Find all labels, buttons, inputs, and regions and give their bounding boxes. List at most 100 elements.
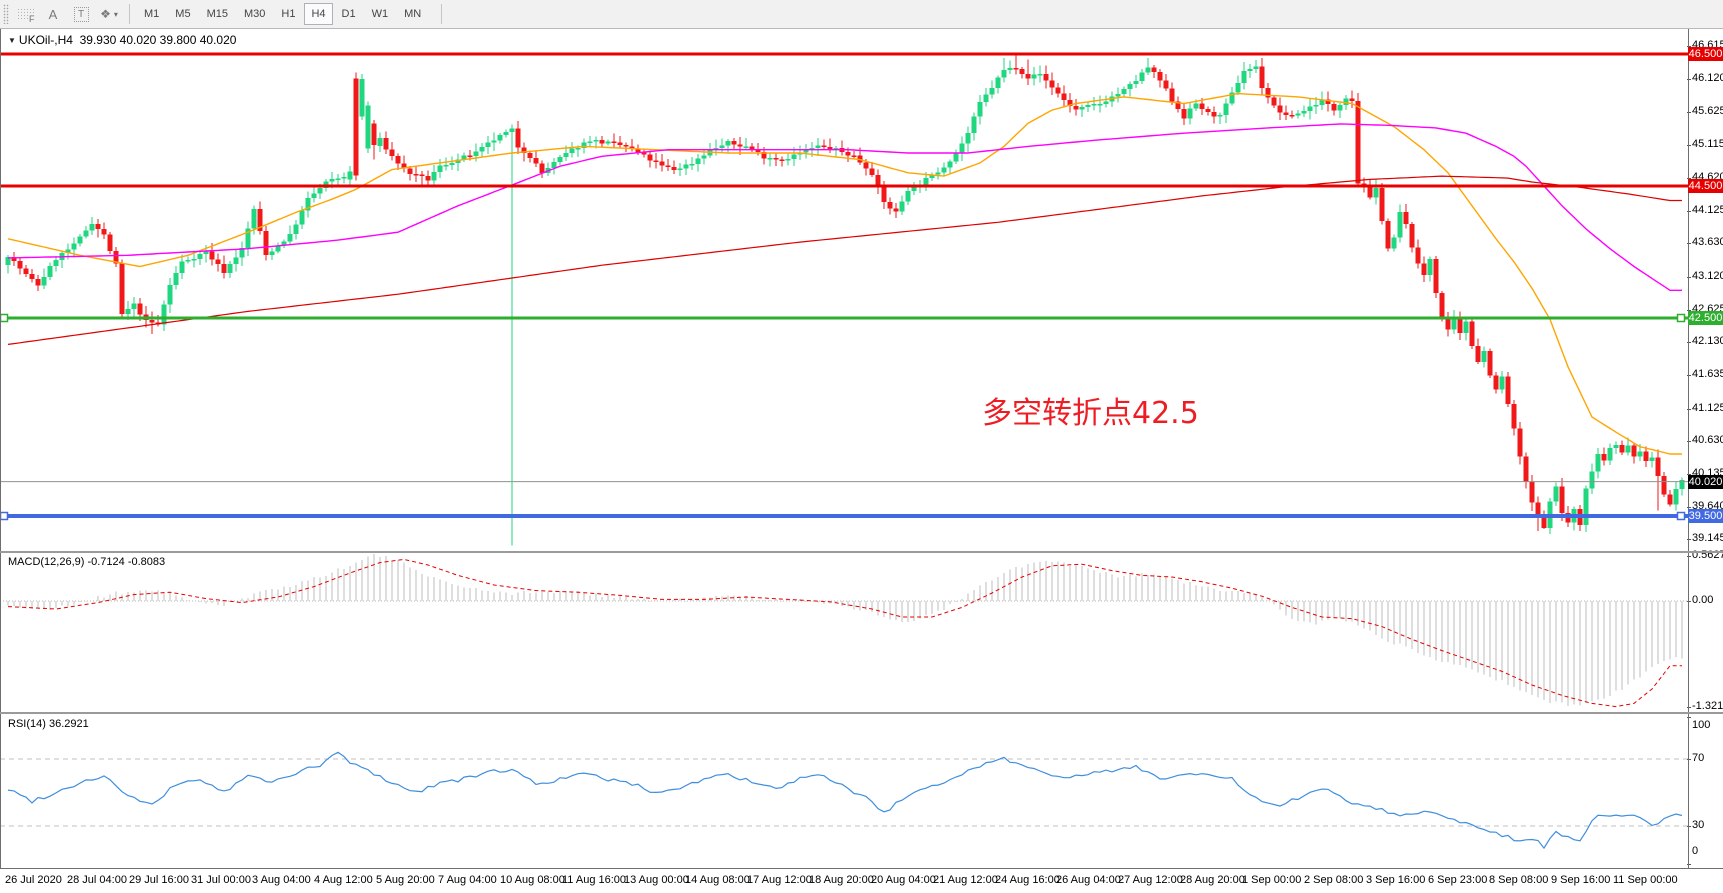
price-tick [1687, 79, 1691, 81]
time-tick-label: 3 Sep 16:00 [1366, 874, 1426, 886]
timeframe-button-W1[interactable]: W1 [371, 8, 389, 20]
font-a-icon[interactable]: A [40, 2, 66, 26]
time-tick-label: 5 Aug 20:00 [376, 874, 435, 886]
rsi-tick-label: 70 [1692, 752, 1705, 764]
timeframe-button-H4[interactable]: H4 [304, 3, 333, 25]
price-tick [1687, 506, 1691, 508]
price-tick-label: 45.115 [1692, 138, 1723, 151]
letter-glyph: A [48, 6, 58, 22]
price-tick [1687, 539, 1691, 541]
rsi-tick-label: 30 [1692, 819, 1705, 831]
grid-glyph: F [16, 8, 35, 24]
time-tick-label: 2 Sep 08:00 [1304, 874, 1364, 886]
price-tick-label: 45.625 [1692, 104, 1723, 117]
axis-border [1688, 29, 1689, 869]
time-tick-label: 24 Aug 16:00 [995, 874, 1060, 886]
timeframe-button-D1[interactable]: D1 [341, 8, 356, 20]
annotation-text[interactable]: 多空转折点42.5 [982, 396, 1199, 431]
main-chart-canvas[interactable] [0, 29, 1688, 552]
arrange-arrows-icon[interactable]: ❖ ▾ [96, 2, 122, 26]
ma-slow-line [7, 175, 1682, 345]
rsi-tick [1687, 759, 1691, 760]
price-tick [1687, 145, 1691, 147]
time-tick-label: 27 Aug 12:00 [1118, 874, 1183, 886]
rsi-tick [1687, 717, 1691, 718]
timeframe-button-M1[interactable]: M1 [144, 8, 160, 20]
time-tick-label: 18 Aug 20:00 [809, 874, 874, 886]
rsi-tick [1687, 826, 1691, 827]
symbol-dropdown-icon[interactable]: ▼ [8, 36, 16, 45]
price-tick-label: 41.125 [1692, 401, 1723, 414]
price-tick-label: 39.145 [1692, 532, 1723, 545]
price-tick [1687, 277, 1691, 279]
time-tick-label: 26 Aug 04:00 [1056, 874, 1121, 886]
time-tick-label: 11 Aug 16:00 [562, 874, 627, 886]
chart-left-border [0, 29, 1, 869]
price-tick [1687, 243, 1691, 245]
price-tick [1687, 46, 1691, 48]
macd-tick [1687, 601, 1691, 602]
ohlc-values: 39.930 40.020 39.800 40.020 [79, 33, 237, 47]
chart-grid-f-icon[interactable]: F [12, 2, 38, 26]
time-tick-label: 31 Jul 00:00 [191, 874, 251, 886]
rsi-canvas[interactable] [0, 715, 1688, 868]
time-tick-label: 6 Sep 23:00 [1428, 874, 1488, 886]
time-tick-label: 29 Jul 16:00 [129, 874, 189, 886]
rsi-tick-label: 0 [1692, 845, 1699, 857]
toolbar-drag-handle [3, 4, 9, 24]
time-tick-label: 11 Sep 00:00 [1613, 874, 1678, 886]
rsi-tick [1687, 864, 1691, 865]
bid-price-badge: 40.020 [1688, 474, 1723, 489]
timeframe-button-M30[interactable]: M30 [243, 8, 266, 20]
price-tick-label: 43.630 [1692, 236, 1723, 249]
time-tick-label: 17 Aug 12:00 [747, 874, 812, 886]
price-tick [1687, 309, 1691, 311]
timeframe-button-M5[interactable]: M5 [175, 8, 191, 20]
rsi-tick-label: 100 [1692, 719, 1711, 731]
price-tick [1687, 342, 1691, 344]
text-box-glyph: T [73, 6, 89, 22]
macd-tick [1687, 706, 1691, 708]
time-tick-label: 3 Aug 04:00 [252, 874, 311, 886]
panel-splitter[interactable] [0, 712, 1723, 714]
price-tick [1687, 474, 1691, 476]
chart-title: ▼ UKOil-,H4 39.930 40.020 39.800 40.020 [8, 33, 236, 47]
ma-fast-line [7, 92, 1682, 455]
time-tick-label: 9 Sep 16:00 [1551, 874, 1611, 886]
timeframe-button-M15[interactable]: M15 [206, 8, 228, 20]
ma-mid-line [7, 123, 1682, 291]
price-tick-label: 41.635 [1692, 368, 1723, 381]
price-tick [1687, 178, 1691, 180]
dropdown-caret-icon: ▾ [113, 9, 118, 19]
time-tick-label: 21 Aug 12:00 [933, 874, 998, 886]
price-tick [1687, 441, 1691, 443]
timeframe-button-MN[interactable]: MN [404, 8, 422, 20]
price-tick [1687, 375, 1691, 377]
macd-canvas[interactable] [0, 554, 1688, 712]
price-tick-label: 39.640 [1692, 499, 1723, 512]
toolbar: F A T ❖ ▾ M1 M5 M15 M30 H1 H4 D1 W1 MN [0, 0, 1723, 29]
macd-tick [1687, 555, 1691, 557]
time-tick-label: 28 Aug 20:00 [1180, 874, 1245, 886]
price-tick-label: 44.125 [1692, 203, 1723, 216]
price-tick [1687, 111, 1691, 113]
toolbar-separator [129, 4, 130, 24]
time-tick-label: 7 Aug 04:00 [438, 874, 497, 886]
price-level-badge: 44.500 [1688, 179, 1723, 193]
timeframe-button-H1[interactable]: H1 [281, 8, 296, 20]
price-tick-label: 43.120 [1692, 270, 1723, 283]
price-tick-label: 46.120 [1692, 72, 1723, 85]
price-tick-label: 42.130 [1692, 335, 1723, 348]
panel-splitter[interactable] [0, 551, 1723, 553]
macd-tick-label: -1.3216 [1692, 699, 1723, 712]
macd-indicator-label: MACD(12,26,9) -0.7124 -0.8083 [8, 556, 166, 568]
time-tick-label: 4 Aug 12:00 [314, 874, 373, 886]
time-axis-border [0, 868, 1723, 869]
price-tick-label: 40.630 [1692, 434, 1723, 447]
price-tick [1687, 408, 1691, 410]
text-box-icon[interactable]: T [68, 2, 94, 26]
price-level-badge: 46.500 [1688, 47, 1723, 61]
price-level-badge: 39.500 [1688, 509, 1723, 523]
time-tick-label: 13 Aug 00:00 [624, 874, 689, 886]
